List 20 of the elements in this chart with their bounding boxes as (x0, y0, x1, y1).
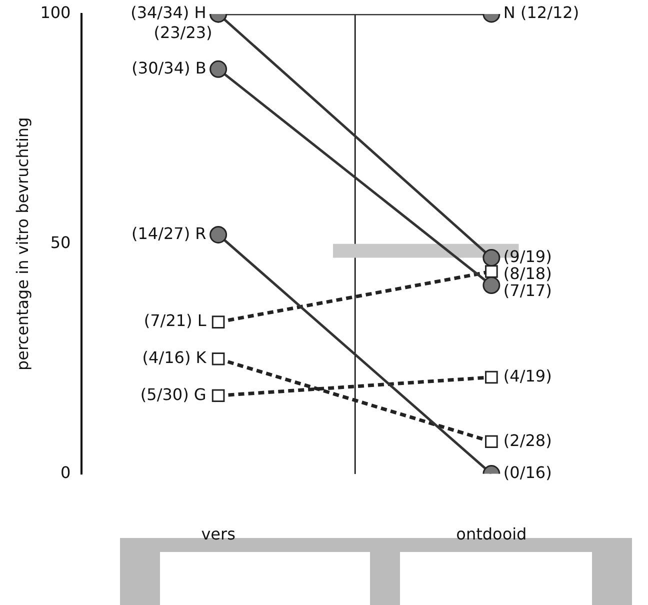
text: N (12/12) (503, 3, 580, 22)
data-label: (23/23) (154, 23, 212, 42)
data-label: (8/18) (503, 264, 552, 283)
y-tick-label: 100 (40, 3, 71, 22)
text: (7/21) L (144, 311, 206, 330)
text: (4/16) K (142, 348, 206, 368)
data-label: (9/19) (503, 246, 552, 266)
data-label: (0/16) (503, 462, 552, 482)
data-label: (2/28) (503, 430, 552, 450)
y-tick-label: 50 (50, 233, 71, 252)
x-tick-label: ontdooid (456, 524, 527, 544)
y-tick-label: 0 (60, 462, 71, 482)
text: (14/27) R (132, 224, 206, 243)
text: (5/30) G (140, 384, 206, 404)
y-axis-title: percentage in vitro bevruchting (12, 117, 32, 371)
data-label: (4/19) (503, 366, 552, 386)
data-label: (7/17) (503, 280, 552, 300)
text: (30/34) B (132, 58, 206, 78)
x-tick-label: vers (201, 524, 236, 544)
text: (34/34) H (130, 3, 206, 22)
